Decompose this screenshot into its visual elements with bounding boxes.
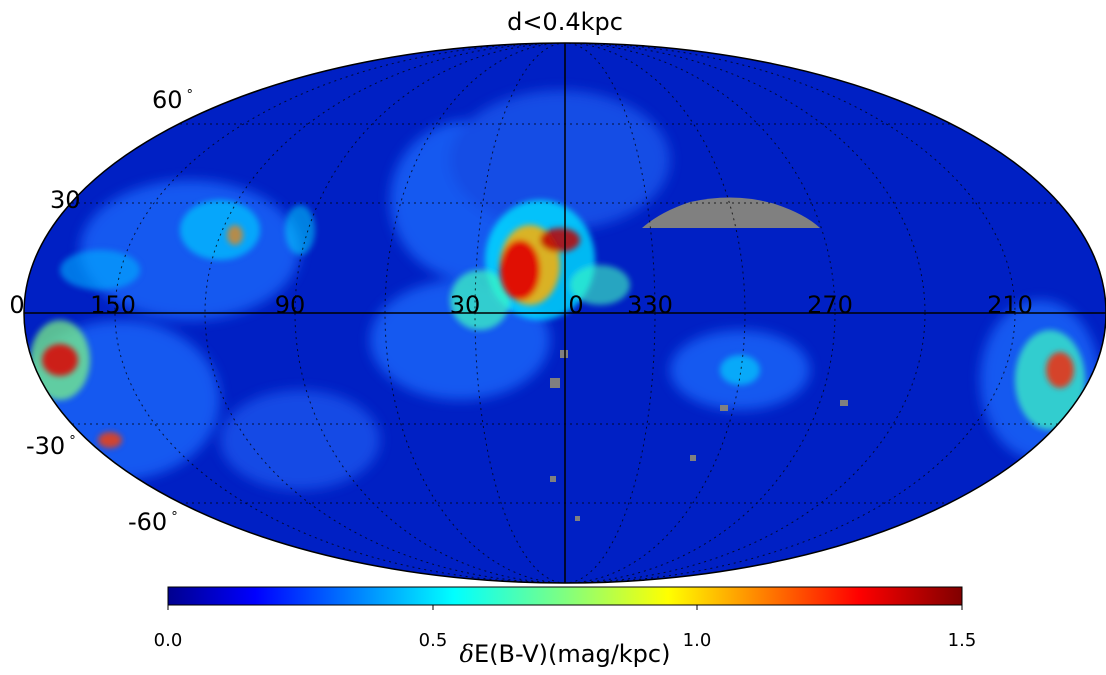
colorbar-tick-label: 0.0: [153, 630, 183, 651]
colorbar-label-text: E(B-V)(mag/kpc): [473, 640, 671, 668]
degree-symbol: °: [69, 434, 76, 449]
latitude-label: -30 °: [26, 434, 76, 458]
colorbar-label: δE(B-V)(mag/kpc): [460, 642, 671, 666]
latitude-label: 60 °: [152, 88, 193, 112]
map-title: d<0.4kpc: [507, 8, 623, 36]
latitude-label: 30: [50, 188, 85, 212]
colorbar-ticks: [167, 605, 963, 610]
longitude-label: 150: [90, 291, 136, 319]
latitude-value: 30: [50, 186, 81, 214]
colorbar-label-symbol: δ: [459, 640, 474, 668]
colorbar-tick-label: 1.0: [682, 630, 712, 651]
latitude-value: 60: [152, 86, 183, 114]
longitude-label: 0: [568, 291, 584, 319]
map-outline: [23, 42, 1106, 584]
no-data-region: [642, 197, 820, 228]
latitude-value: -60: [128, 508, 168, 536]
degree-symbol: °: [186, 88, 194, 103]
colorbar-tick-label: 1.5: [947, 630, 977, 651]
latitude-label: -60 °: [128, 510, 178, 534]
longitude-label: 330: [627, 291, 673, 319]
longitude-label: 90: [274, 291, 306, 319]
longitude-label: 270: [807, 291, 853, 319]
longitude-label: 0: [9, 291, 25, 319]
latitude-value: -30: [26, 432, 66, 460]
longitude-label: 210: [987, 291, 1033, 319]
colorbar-tick-label: 0.5: [418, 630, 448, 651]
colorbar-gradient: [167, 586, 963, 606]
degree-symbol: °: [171, 510, 178, 525]
longitude-label: 30: [449, 291, 481, 319]
no-data-patches: [550, 350, 848, 521]
